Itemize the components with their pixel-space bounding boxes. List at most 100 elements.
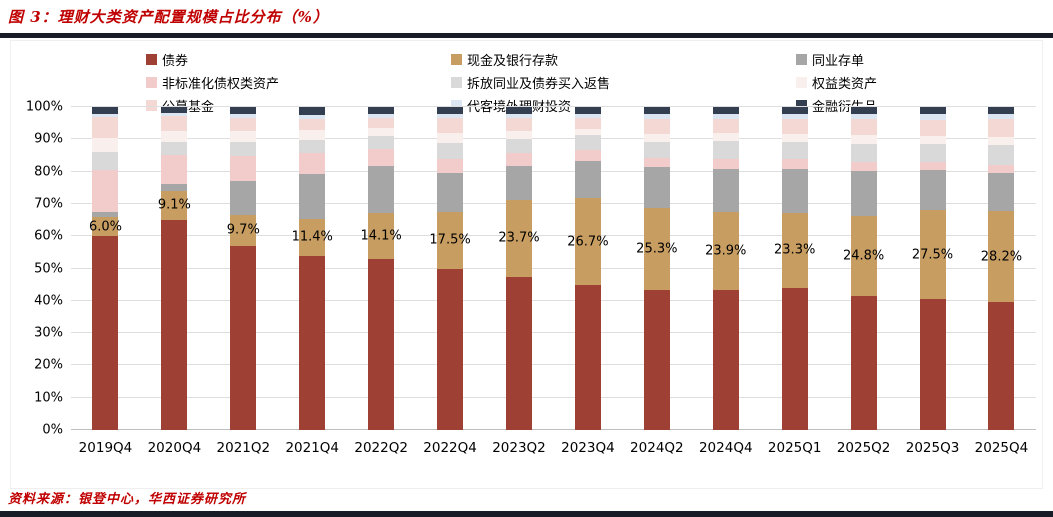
bar-segment [230,141,257,157]
bar-column-2023Q2: 23.7% [485,107,554,430]
bar-segment [988,114,1015,120]
bar-segment [437,118,464,133]
y-axis: 0% 10% 20% 30% 40% 50% 60% 70% 80% 90% 100% [15,100,67,438]
bar-segment [368,166,395,214]
bar-segment [161,113,188,117]
bar-segment [161,107,188,114]
bar-segment [712,107,739,114]
bar-segment [368,127,395,136]
gridline [71,429,1036,430]
bar-segment [299,173,326,219]
legend-label: 同业存单 [812,53,865,69]
bar-data-label: 24.8% [842,248,885,264]
bar-segment [230,130,257,142]
bar-data-label: 23.3% [774,242,816,258]
stacked-bar: 6.0% [89,107,122,430]
bar-data-label: 9.7% [226,222,260,238]
y-tick-label: 20% [34,357,63,373]
gridline [71,364,1036,366]
bar-segment [437,132,464,143]
bar-column-2022Q2: 14.1% [347,107,416,430]
stacked-bar: 9.1% [158,107,191,430]
bar-segment [505,117,532,131]
legend-label: 代客境外理财投资 [467,96,571,115]
bar-segment [437,114,464,119]
bar-data-label: 23.9% [705,243,747,259]
bar-data-label: 11.4% [291,229,333,245]
stacked-bar: 27.5% [912,107,953,430]
bar-segment [988,164,1015,173]
legend-item-4: 拆放同业及债券买入返售 [451,72,796,92]
bar-segment [712,289,739,430]
x-tick-label: 2024Q4 [698,440,753,456]
bar-segment [437,268,464,430]
bar-segment: 17.5% [429,211,471,269]
bar-segment [919,299,946,430]
bar-segment [299,114,326,119]
bar-segment [92,116,119,138]
bar-column-2022Q4: 17.5% [416,107,485,430]
bar-segment [574,149,601,162]
bar-column-2019Q4: 6.0% [71,107,140,430]
x-tick-label: 2025Q3 [905,440,960,456]
legend-swatch [796,99,807,111]
bar-segment [505,153,532,167]
bars-container: 6.0% 9.1% 9.7% 11.4% 14.1% 17.5% 23.7% 26.7% 25.… [71,107,1036,430]
legend-item-0: 债券 [146,49,451,69]
bar-segment: 23.7% [498,200,540,277]
bar-segment [368,258,395,430]
x-tick-label: 2021Q4 [285,440,340,456]
gridline [71,170,1036,172]
y-tick-label: 50% [34,261,63,276]
bar-segment [850,170,877,216]
bar-segment [299,139,326,153]
legend-label: 债券 [162,53,189,69]
stacked-bar: 9.7% [227,107,260,430]
bar-segment [161,116,188,131]
y-tick-label: 80% [34,164,63,180]
bar-segment [230,156,257,181]
y-tick-label: 30% [34,325,63,341]
bar-segment [574,129,601,136]
bar-segment [161,130,188,143]
bar-segment [368,114,395,119]
legend-item-2: 同业存单 [796,49,1027,69]
gridline [71,202,1036,204]
stacked-bar: 17.5% [429,107,471,430]
bar-segment [781,114,808,120]
chart-card: 债券 现金及银行存款 同业存单 非标准化债权类资产 拆放同业及债券买入返售 权益类资产 公募… [10,40,1043,489]
bar-segment [230,107,257,115]
bar-segment [781,133,808,142]
bar-segment [781,119,808,134]
gridline [71,235,1036,237]
bar-segment [781,287,808,430]
bar-segment [988,137,1015,146]
legend-swatch [451,53,462,65]
bar-segment [574,135,601,150]
x-tick-label: 2020Q4 [147,440,202,456]
bar-segment [92,236,119,430]
bar-segment [299,107,326,115]
stacked-bar: 23.9% [705,107,746,430]
bar-segment [643,141,670,158]
bar-data-label: 9.1% [157,197,191,213]
bar-segment [643,114,670,119]
bar-segment [92,211,119,217]
bar-segment [643,157,670,168]
bar-segment [368,107,395,115]
bar-segment [712,168,739,213]
bar-segment [299,129,326,140]
bar-segment [919,136,946,145]
bar-segment [299,118,326,130]
y-tick-label: 70% [34,196,63,212]
bar-data-label: 6.0% [88,219,122,235]
bar-segment [988,119,1015,138]
bottom-divider [0,511,1053,517]
bar-column-2025Q2: 24.8% [829,107,898,430]
bar-segment: 28.2% [981,211,1022,303]
bar-segment [850,114,877,120]
x-tick-label: 2021Q2 [216,440,271,456]
bar-segment [299,255,326,430]
legend-swatch [146,99,157,111]
